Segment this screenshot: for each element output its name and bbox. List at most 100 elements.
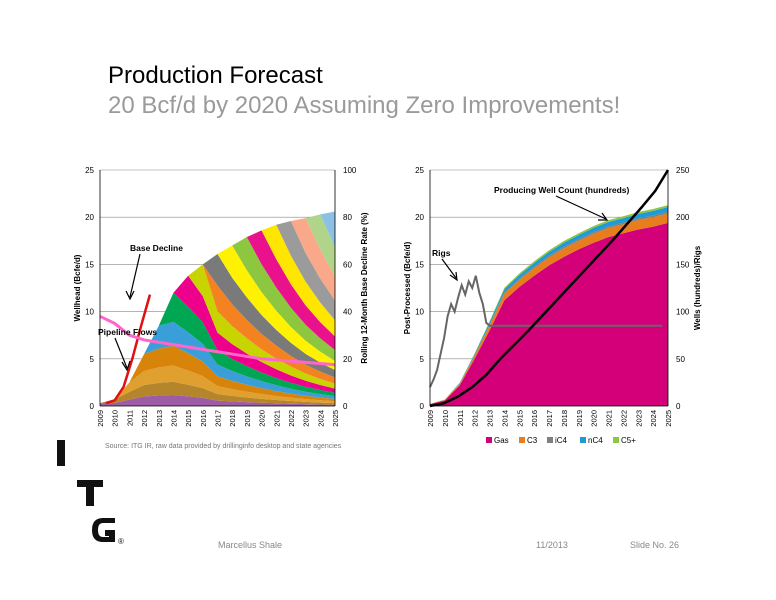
arrowhead-pipeline-flows xyxy=(121,360,131,372)
x-tick-label: 2012 xyxy=(140,410,149,427)
vintage-band xyxy=(100,218,335,404)
y2-tick-label: 40 xyxy=(343,308,352,317)
x-tick-label: 2025 xyxy=(331,410,340,427)
vintage-band xyxy=(100,230,335,404)
logo-letter-i xyxy=(57,440,65,466)
rigs-line xyxy=(429,275,663,388)
y2-tick-label: 100 xyxy=(343,166,357,175)
y-tick-label: 15 xyxy=(85,260,94,269)
logo-letter-g xyxy=(92,518,115,542)
x-tick-label: 2009 xyxy=(426,410,435,427)
x-tick-label: 2011 xyxy=(125,410,134,426)
x-tick-label: 2017 xyxy=(545,410,554,427)
legend-swatch-ic4 xyxy=(547,437,553,443)
arrowhead-well-count xyxy=(598,212,609,221)
footer-slide-number: Slide No. 26 xyxy=(630,540,680,550)
x-tick-label: 2025 xyxy=(664,410,673,427)
logo-letter-t-stem xyxy=(86,480,94,506)
x-tick-label: 2017 xyxy=(214,410,223,427)
y-tick-label: 15 xyxy=(415,260,424,269)
pipeline-flows-line xyxy=(105,294,152,405)
vintage-band xyxy=(100,245,335,404)
y2-tick-label: 80 xyxy=(343,213,352,222)
vintage-band xyxy=(100,264,335,404)
arrow-pipeline-flows xyxy=(114,337,128,369)
y2-tick-label: 20 xyxy=(343,355,352,364)
y2-tick-label: 60 xyxy=(343,260,352,269)
source-note: Source: ITG IR, raw data provided by dri… xyxy=(105,443,342,450)
y-axis-title: Post-Processed (Bcfe/d) xyxy=(403,241,412,334)
slide-subtitle: 20 Bcf/d by 2020 Assuming Zero Improveme… xyxy=(108,92,621,119)
x-tick-label: 2019 xyxy=(575,410,584,427)
legend-label-c3: C3 xyxy=(527,436,538,445)
legend-label-gas: Gas xyxy=(494,436,509,445)
series-area-gas xyxy=(430,222,668,406)
x-tick-label: 2019 xyxy=(243,410,252,427)
legend-label-ic4: iC4 xyxy=(555,436,568,445)
x-tick-label: 2014 xyxy=(500,410,509,427)
y2-axis-title: Wells (hundreds)/Rigs xyxy=(693,245,702,330)
legend-label-c5plus: C5+ xyxy=(621,436,636,445)
vintage-band xyxy=(100,381,335,405)
x-tick-label: 2016 xyxy=(530,410,539,427)
y-tick-label: 20 xyxy=(85,213,94,222)
base-decline-line xyxy=(99,314,336,367)
vintage-band xyxy=(100,237,335,404)
x-tick-label: 2018 xyxy=(228,410,237,427)
x-tick-label: 2021 xyxy=(605,410,614,427)
vintage-band xyxy=(100,254,335,404)
legend-swatch-nc4 xyxy=(580,437,586,443)
x-tick-label: 2010 xyxy=(441,410,450,427)
vintage-band xyxy=(100,264,335,404)
x-tick-label: 2014 xyxy=(169,410,178,427)
x-tick-label: 2021 xyxy=(272,410,281,427)
y2-tick-label: 200 xyxy=(676,213,690,222)
y2-tick-label: 50 xyxy=(676,355,685,364)
x-tick-label: 2020 xyxy=(590,410,599,427)
annotation-base-decline: Base Decline xyxy=(130,243,183,253)
x-tick-label: 2010 xyxy=(111,410,120,427)
x-tick-label: 2022 xyxy=(619,410,628,427)
well-count-line xyxy=(429,169,670,408)
y-axis-title: Wellhead (Bcfe/d) xyxy=(73,254,82,321)
vintage-band xyxy=(100,345,335,404)
vintage-band xyxy=(100,292,335,404)
footer-date: 11/2013 xyxy=(536,540,568,550)
vintage-band xyxy=(100,275,335,404)
y2-tick-label: 250 xyxy=(676,166,690,175)
vintage-band xyxy=(100,395,335,406)
y-tick-label: 20 xyxy=(415,213,424,222)
annotation-rigs: Rigs xyxy=(432,248,451,258)
x-tick-label: 2015 xyxy=(515,410,524,427)
arrow-base-decline xyxy=(129,253,141,298)
x-tick-label: 2018 xyxy=(560,410,569,427)
itg-logo: ® xyxy=(57,440,124,546)
x-tick-label: 2023 xyxy=(634,410,643,427)
x-tick-label: 2016 xyxy=(199,410,208,427)
arrow-well-count xyxy=(555,195,607,220)
x-tick-label: 2022 xyxy=(287,410,296,427)
x-tick-label: 2015 xyxy=(184,410,193,427)
vintage-band xyxy=(100,365,335,404)
slide-title: Production Forecast xyxy=(108,62,323,89)
legend-swatch-c5plus xyxy=(613,437,619,443)
y-tick-label: 10 xyxy=(415,308,424,317)
annotation-well-count: Producing Well Count (hundreds) xyxy=(494,185,630,195)
y-tick-label: 10 xyxy=(85,308,94,317)
y-tick-label: 0 xyxy=(90,402,95,411)
annotation-pipeline-flows: Pipeline Flows xyxy=(98,327,157,337)
y2-tick-label: 0 xyxy=(676,402,681,411)
legend-swatch-c3 xyxy=(519,437,525,443)
y-tick-label: 5 xyxy=(90,355,95,364)
y-tick-label: 0 xyxy=(420,402,425,411)
footer-topic: Marcellus Shale xyxy=(218,540,283,550)
arrow-rigs xyxy=(441,258,457,279)
legend-label-nc4: nC4 xyxy=(588,436,603,445)
arrowhead-rigs xyxy=(449,271,458,282)
x-tick-label: 2011 xyxy=(456,410,465,426)
y-tick-label: 25 xyxy=(85,166,94,175)
y2-tick-label: 100 xyxy=(676,308,690,317)
logo-registered-mark: ® xyxy=(118,537,124,546)
x-tick-label: 2013 xyxy=(155,410,164,427)
